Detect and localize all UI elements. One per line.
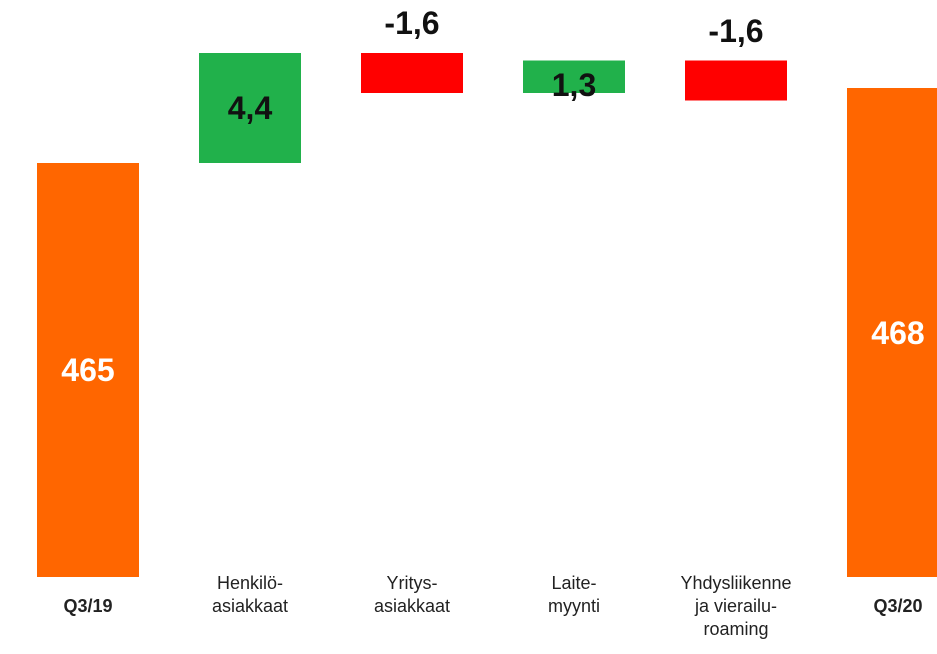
- bar: [361, 53, 463, 93]
- value-label: 468: [871, 314, 925, 351]
- x-tick-label: Yhdysliikenne ja vierailu- roaming: [680, 573, 792, 639]
- value-label: 465: [61, 352, 115, 388]
- bar: [847, 88, 937, 577]
- x-tick-label: Q3/19: [63, 596, 113, 616]
- x-tick-label: Henkilö- asiakkaat: [211, 573, 289, 616]
- value-label: -1,6: [708, 12, 764, 49]
- bar: [685, 60, 787, 101]
- value-label: 4,4: [227, 90, 273, 126]
- bar: [523, 60, 625, 93]
- bar: [37, 163, 139, 577]
- x-tick-label: Yritys- asiakkaat: [373, 573, 451, 616]
- x-tick-label: Q3/20: [873, 596, 923, 616]
- value-label: 1,3: [551, 66, 597, 103]
- value-label: -1,6: [384, 5, 440, 41]
- x-tick-label: Laite- myynti: [547, 573, 601, 616]
- bar: [199, 53, 301, 163]
